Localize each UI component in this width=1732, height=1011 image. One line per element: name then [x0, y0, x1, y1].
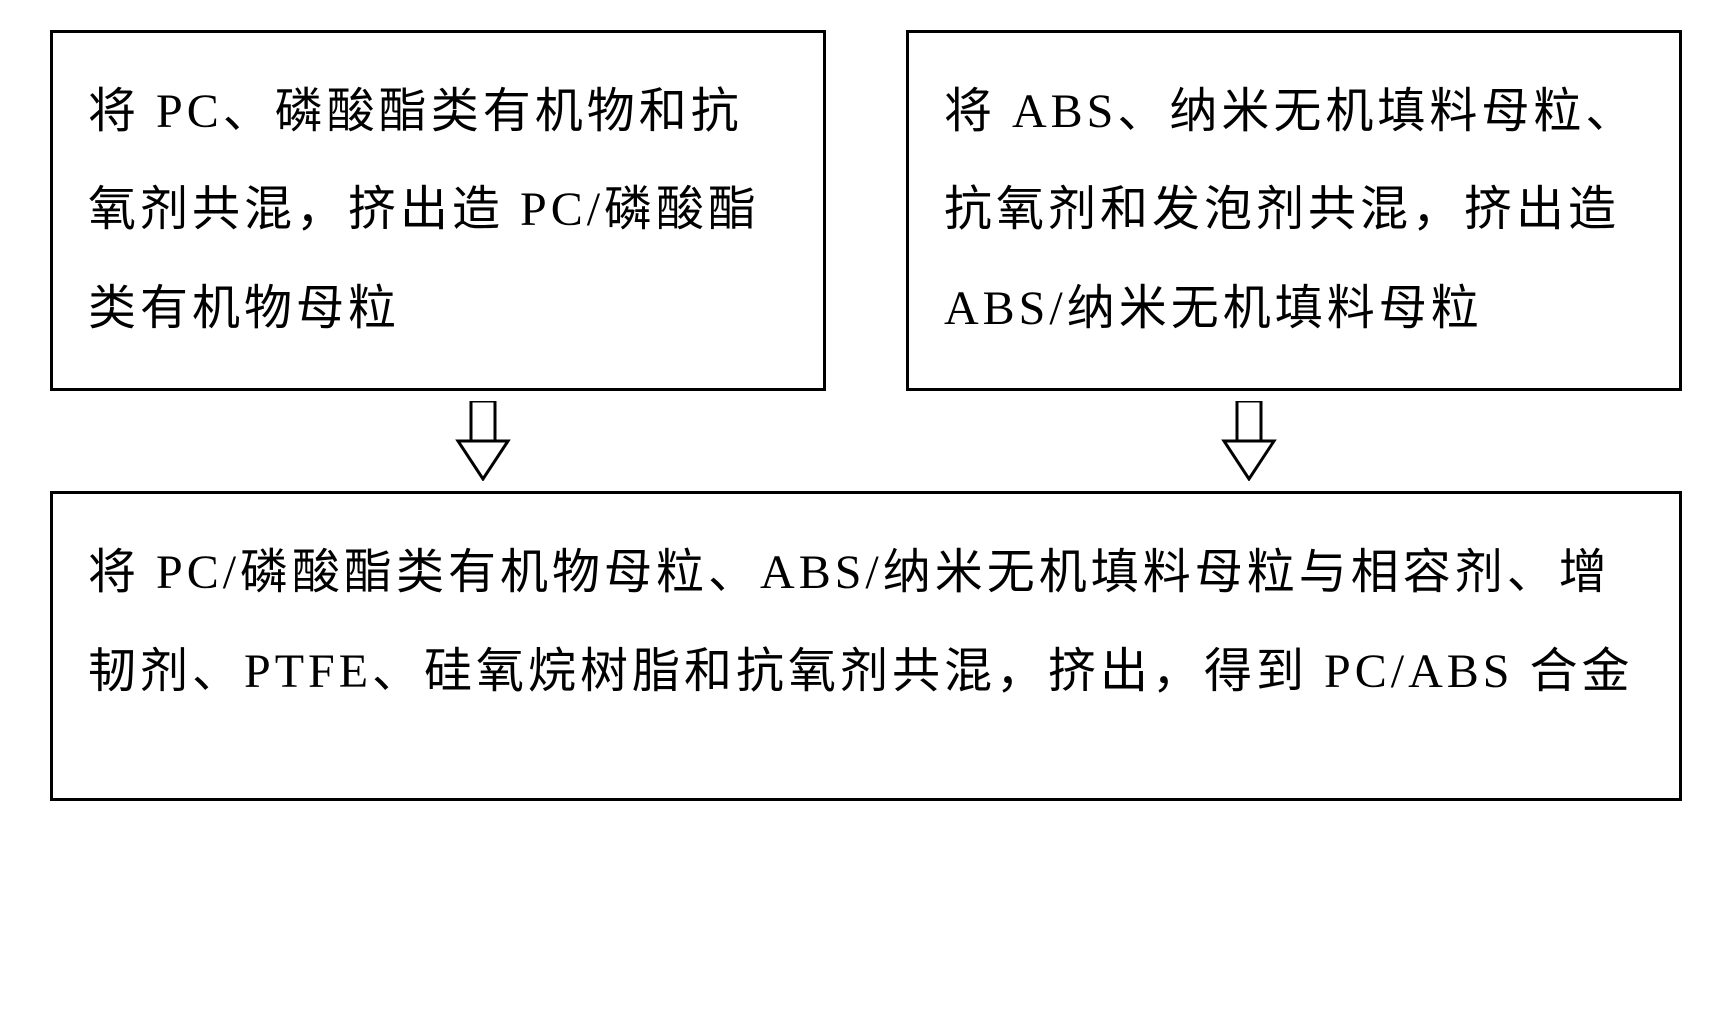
arrow-left-container [100, 401, 866, 481]
arrow-right-container [866, 401, 1632, 481]
top-row-container: 将 PC、磷酸酯类有机物和抗氧剂共混，挤出造 PC/磷酸酯类有机物母粒 将 AB… [50, 30, 1682, 391]
bottom-text: 将 PC/磷酸酯类有机物母粒、ABS/纳米无机填料母粒与相容剂、增韧剂、PTFE… [88, 524, 1644, 721]
top-right-box: 将 ABS、纳米无机填料母粒、抗氧剂和发泡剂共混，挤出造 ABS/纳米无机填料母… [906, 30, 1682, 391]
top-right-text: 将 ABS、纳米无机填料母粒、抗氧剂和发泡剂共混，挤出造 ABS/纳米无机填料母… [944, 63, 1644, 358]
arrows-row [50, 391, 1682, 491]
down-arrow-icon [1219, 401, 1279, 481]
top-left-box: 将 PC、磷酸酯类有机物和抗氧剂共混，挤出造 PC/磷酸酯类有机物母粒 [50, 30, 826, 391]
down-arrow-icon [453, 401, 513, 481]
top-left-text: 将 PC、磷酸酯类有机物和抗氧剂共混，挤出造 PC/磷酸酯类有机物母粒 [88, 63, 788, 358]
bottom-box: 将 PC/磷酸酯类有机物母粒、ABS/纳米无机填料母粒与相容剂、增韧剂、PTFE… [50, 491, 1682, 801]
